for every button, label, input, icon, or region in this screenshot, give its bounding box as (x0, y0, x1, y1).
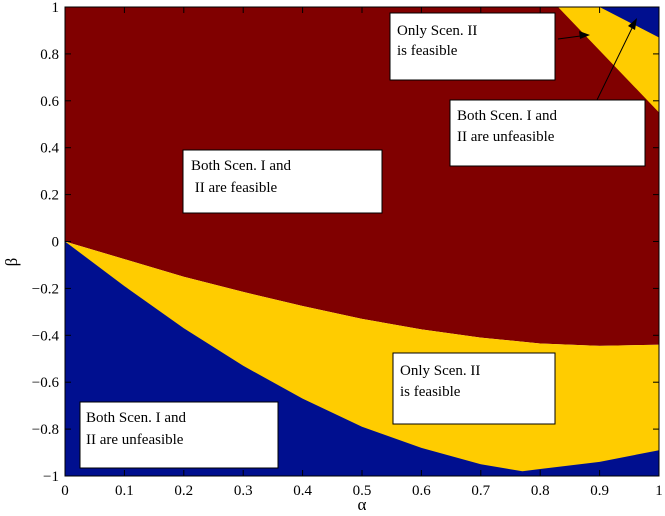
annotation-box (389, 12, 556, 81)
y-tick-label: 0 (52, 235, 60, 251)
arrow-head-unfeasible-top (628, 18, 637, 30)
axis-ticks: 0 0.1 0.2 0.3 0.4 0.5 0.6 0.7 0.8 0.9 1 −1 −0.8 −0.6 −… (32, 0, 663, 499)
annotation-box (182, 149, 383, 214)
arrow-head-only-ii-top (579, 31, 590, 39)
x-tick-label: 0.2 (174, 483, 193, 499)
x-tick-label: 0.4 (293, 483, 312, 499)
annotation-line-2: II are feasible (191, 180, 278, 196)
y-tick-label: 0.4 (40, 141, 59, 157)
y-tick-label: 0.8 (40, 47, 59, 63)
x-axis-label: α (358, 495, 367, 514)
annotation-box (392, 352, 556, 425)
annotation-line-1: Both Scen. I and (457, 108, 557, 124)
x-tick-label: 0.6 (412, 483, 431, 499)
region-both-unfeasible-upper (599, 7, 659, 38)
x-tick-label: 0.8 (531, 483, 550, 499)
annotation-line-2: is feasible (400, 384, 461, 400)
annotation-line-1: Both Scen. I and (86, 410, 186, 426)
y-tick-label: −0.4 (32, 328, 60, 344)
annotation-line-1: Only Scen. II (400, 363, 480, 379)
annotation-box (79, 401, 279, 469)
arrow-unfeasible-top (595, 21, 636, 103)
x-tick-label: 0.3 (234, 483, 253, 499)
y-tick-label: −0.6 (32, 375, 60, 391)
annotation-box (449, 99, 646, 167)
y-tick-label: 0.6 (40, 94, 59, 110)
y-axis-label: β (2, 258, 21, 267)
annotation-only-ii-top: Only Scen. II is feasible (389, 12, 556, 81)
x-tick-label: 0 (61, 483, 69, 499)
x-tick-label: 1 (655, 483, 663, 499)
annotation-line-1: Both Scen. I and (191, 158, 291, 174)
x-tick-label: 0.5 (353, 483, 372, 499)
annotation-only-ii-bottom: Only Scen. II is feasible (392, 352, 556, 425)
annotation-line-2: II are unfeasible (86, 432, 184, 448)
annotation-both-unfeasible-bottom: Both Scen. I and II are unfeasible (79, 401, 279, 469)
annotation-line-1: Only Scen. II (397, 23, 477, 39)
y-tick-label: 1 (52, 0, 60, 16)
annotation-line-2: II are unfeasible (457, 129, 555, 145)
y-tick-label: −0.2 (32, 281, 59, 297)
x-tick-label: 0.7 (471, 483, 490, 499)
annotation-arrows (557, 18, 637, 103)
annotation-both-feasible: Both Scen. I and II are feasible (182, 149, 383, 214)
y-tick-label: −1 (43, 469, 59, 485)
annotation-line-2: is feasible (397, 43, 458, 59)
x-tick-label: 0.9 (590, 483, 609, 499)
x-tick-label: 0.1 (115, 483, 134, 499)
y-tick-label: −0.8 (32, 422, 59, 438)
annotation-both-unfeasible-top: Both Scen. I and II are unfeasible (449, 99, 646, 167)
y-tick-label: 0.2 (40, 188, 59, 204)
